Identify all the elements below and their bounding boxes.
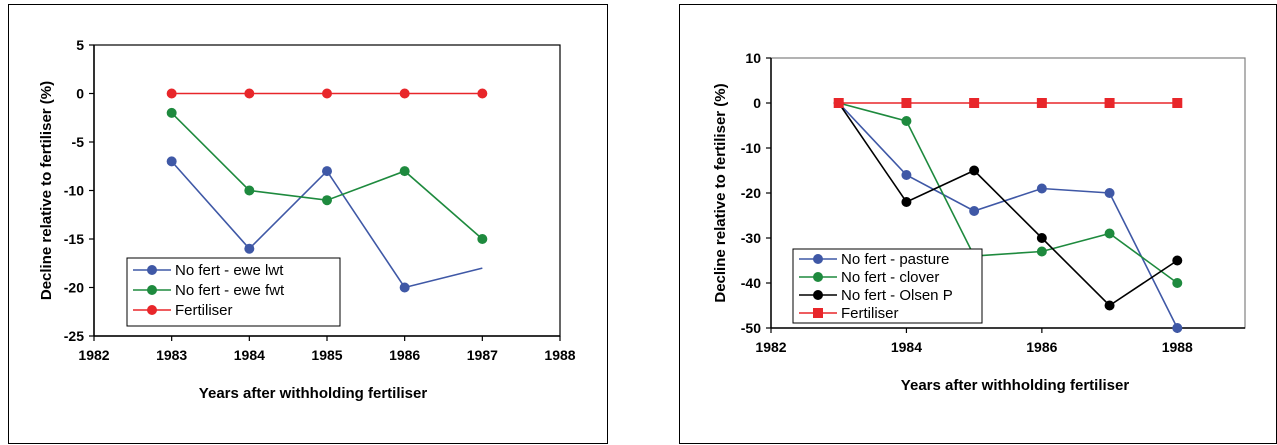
data-point	[166, 156, 177, 167]
data-point	[969, 165, 980, 176]
data-point	[166, 107, 177, 118]
y-tick-label: -10	[741, 140, 761, 156]
data-point	[244, 243, 255, 254]
data-point	[244, 88, 255, 99]
y-tick-label: 10	[745, 50, 761, 66]
legend-label: Fertiliser	[175, 302, 233, 319]
data-point	[969, 98, 980, 108]
x-tick-label: 1984	[891, 339, 922, 355]
data-point	[399, 282, 410, 293]
legend-marker	[813, 272, 823, 282]
y-tick-label: -10	[64, 183, 84, 199]
y-tick-label: -50	[741, 320, 761, 336]
legend-marker	[147, 305, 157, 315]
legend-marker	[147, 265, 157, 275]
y-tick-label: -5	[72, 134, 85, 150]
y-axis-title: Decline relative to fertiliser (%)	[712, 83, 729, 302]
data-point	[1036, 233, 1047, 243]
data-point	[399, 166, 410, 177]
x-tick-label: 1988	[544, 347, 575, 363]
legend-box	[792, 248, 983, 324]
x-tick-label: 1985	[311, 347, 342, 363]
y-tick-label: -20	[64, 280, 84, 296]
data-point	[399, 88, 410, 99]
data-point	[322, 166, 332, 177]
data-point	[477, 88, 488, 99]
series-line	[838, 102, 1178, 284]
data-point	[901, 98, 912, 108]
x-tick-label: 1986	[389, 347, 420, 363]
y-tick-label: -40	[741, 275, 761, 291]
data-point	[322, 195, 332, 206]
data-point	[1036, 246, 1047, 257]
data-point	[477, 234, 488, 244]
data-point	[1172, 98, 1183, 108]
legend-label: No fert - clover	[841, 269, 939, 286]
legend-label: No fert - Olsen P	[841, 287, 953, 304]
chart-right-svg: 10 0 -10 -20 -30 -40 -50 1982 1984 1986 1988 Years …	[712, 50, 1246, 394]
data-point	[1104, 228, 1115, 239]
x-axis-title: Years after withholding fertiliser	[199, 385, 428, 402]
y-tick-label: -25	[64, 328, 84, 344]
legend-label: Fertiliser	[841, 305, 899, 322]
data-point	[1172, 255, 1183, 266]
x-axis-title: Years after withholding fertiliser	[901, 377, 1130, 394]
legend-marker	[813, 290, 823, 300]
data-point	[901, 116, 912, 126]
data-point	[1104, 98, 1115, 108]
legend-label: No fert - pasture	[841, 251, 949, 268]
y-tick-label: 0	[753, 95, 761, 111]
y-tick-label: 0	[76, 86, 84, 102]
data-point	[1172, 278, 1183, 288]
chart-left-svg: 5 0 -5 -10 -15 -20 -25 1982 1983 1984 1985 1986 1987…	[38, 37, 576, 402]
x-tick-label: 1986	[1026, 339, 1057, 355]
data-point	[969, 206, 980, 216]
legend-label: No fert - ewe fwt	[175, 282, 285, 299]
legend-label: No fert - ewe lwt	[175, 262, 284, 279]
data-point	[1172, 323, 1183, 333]
series-line	[838, 102, 1179, 329]
data-point	[1104, 188, 1115, 198]
data-point	[833, 98, 844, 108]
data-point	[901, 170, 912, 180]
x-tick-label: 1983	[156, 347, 187, 363]
data-point	[1036, 98, 1047, 108]
x-tick-label: 1982	[78, 347, 109, 363]
legend-marker	[147, 285, 157, 295]
data-point	[1104, 300, 1115, 311]
x-tick-label: 1987	[467, 347, 498, 363]
y-tick-label: 5	[76, 37, 84, 53]
chart-panel-left: 5 0 -5 -10 -15 -20 -25 1982 1983 1984 1985 1986 1987…	[8, 4, 608, 444]
y-axis-title: Decline relative to fertiliser (%)	[38, 81, 55, 300]
y-tick-label: -30	[741, 230, 761, 246]
x-tick-label: 1982	[755, 339, 786, 355]
data-point	[166, 88, 177, 99]
x-tick-label: 1984	[234, 347, 265, 363]
y-tick-label: -15	[64, 231, 84, 247]
chart-panel-right: 10 0 -10 -20 -30 -40 -50 1982 1984 1986 1988 Years …	[679, 4, 1277, 444]
series-line	[838, 102, 1178, 307]
y-tick-label: -20	[741, 185, 761, 201]
data-point	[244, 185, 255, 196]
legend-marker	[813, 308, 823, 318]
x-tick-label: 1988	[1162, 339, 1193, 355]
legend-marker	[813, 254, 823, 264]
data-point	[322, 88, 332, 99]
data-point	[1036, 183, 1047, 194]
data-point	[901, 197, 912, 207]
